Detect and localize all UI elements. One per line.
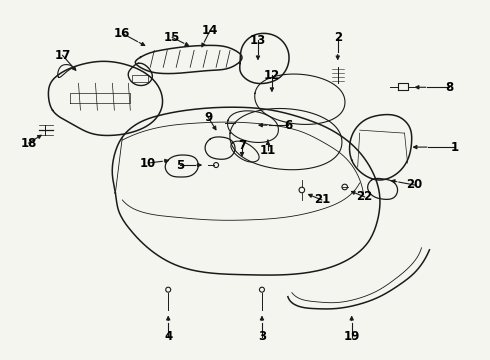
Text: 9: 9 bbox=[204, 111, 212, 124]
Text: 21: 21 bbox=[314, 193, 330, 206]
Text: 10: 10 bbox=[140, 157, 156, 170]
Text: 7: 7 bbox=[238, 139, 246, 152]
Text: 3: 3 bbox=[258, 330, 266, 343]
Text: 5: 5 bbox=[176, 158, 184, 172]
Text: 2: 2 bbox=[334, 31, 342, 44]
Text: 12: 12 bbox=[264, 69, 280, 82]
Text: 14: 14 bbox=[202, 24, 218, 37]
Text: 1: 1 bbox=[450, 141, 459, 154]
Text: 13: 13 bbox=[250, 34, 266, 47]
Text: 17: 17 bbox=[54, 49, 71, 62]
Text: 19: 19 bbox=[343, 330, 360, 343]
Text: 22: 22 bbox=[357, 190, 373, 203]
Text: 18: 18 bbox=[21, 136, 37, 150]
Text: 6: 6 bbox=[284, 119, 292, 132]
Text: 16: 16 bbox=[114, 27, 130, 40]
Text: 15: 15 bbox=[164, 31, 180, 44]
Text: 20: 20 bbox=[406, 179, 423, 192]
Text: 11: 11 bbox=[260, 144, 276, 157]
Text: 4: 4 bbox=[164, 330, 172, 343]
Text: 8: 8 bbox=[445, 81, 454, 94]
